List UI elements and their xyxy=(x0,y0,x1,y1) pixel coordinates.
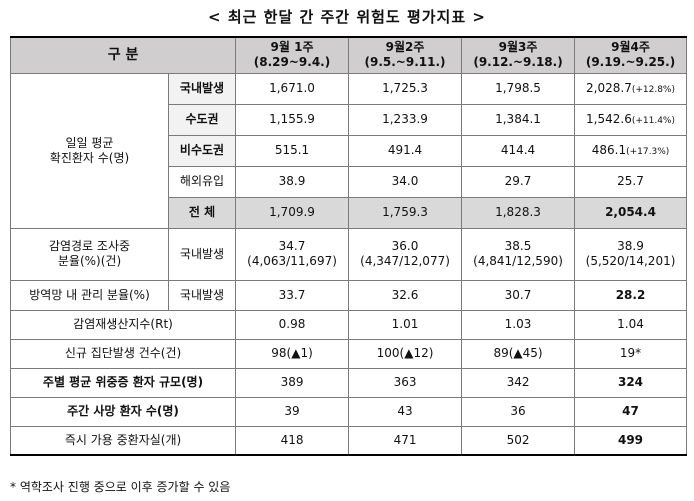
table-title: < 최근 한달 간 주간 위험도 평가지표 > xyxy=(208,8,486,26)
row-label: 주별 평균 위중증 환자 규모(명) xyxy=(9,367,237,398)
cell: 34.0 xyxy=(348,165,463,198)
cell: 100(▲12) xyxy=(348,338,463,369)
cell: 38.9 (5,520/14,201) xyxy=(574,227,688,281)
cell: 39 xyxy=(235,396,350,427)
row-label: 주간 사망 환자 수(명) xyxy=(9,396,237,427)
group-confirmed-label: 일일 평균 확진환자 수(명) xyxy=(10,72,169,229)
table-row: 즉시 가용 중환자실(개) 418 471 502 499 xyxy=(9,425,688,456)
cell: 1,542.6(+11.4%) xyxy=(574,103,688,136)
table-row: 주별 평균 위중증 환자 규모(명) 389 363 342 324 xyxy=(9,367,688,398)
table-row: 전 체 1,709.9 1,759.3 1,828.3 2,054.4 xyxy=(11,196,688,229)
cell: 324 xyxy=(574,367,688,398)
cell: 2,054.4 xyxy=(574,196,688,229)
cell: 47 xyxy=(574,396,688,427)
cell: 1,671.0 xyxy=(235,72,350,105)
table-row: 방역망 내 관리 분율(%) 국내발생 33.7 32.6 30.7 28.2 xyxy=(10,279,688,311)
cell: 471 xyxy=(348,425,463,456)
row-label: 수도권 xyxy=(167,103,237,136)
table-row: 신규 집단발생 건수(건) 98(▲1) 100(▲12) 89(▲45) 19… xyxy=(9,338,688,369)
cell: 342 xyxy=(461,367,576,398)
cell: 43 xyxy=(348,396,463,427)
cell: 418 xyxy=(235,425,350,456)
cell: 1,709.9 xyxy=(235,196,350,229)
cell: 98(▲1) xyxy=(235,338,350,369)
header-row: 구 분 9월 1주 (8.29~9.4.) 9월2주 (9.5.~9.11.) 9월… xyxy=(9,36,688,74)
cell: 1.01 xyxy=(348,309,463,340)
table-row: 주간 사망 환자 수(명) 39 43 36 47 xyxy=(9,396,688,427)
cell: 1.03 xyxy=(461,309,576,340)
header-week-1: 9월 1주 (8.29~9.4.) xyxy=(235,36,350,74)
table-row: 일일 평균 확진환자 수(명) 국내발생 1,671.0 1,725.3 1,79… xyxy=(10,72,688,229)
cell: 1.04 xyxy=(574,309,688,340)
row-label: 즉시 가용 중환자실(개) xyxy=(9,425,237,456)
header-week-2: 9월2주 (9.5.~9.11.) xyxy=(348,36,463,74)
cell: 1,759.3 xyxy=(348,196,463,229)
row-label: 국내발생 xyxy=(167,72,237,105)
cell: 1,798.5 xyxy=(461,72,576,105)
cell: 89(▲45) xyxy=(461,338,576,369)
cell: 1,384.1 xyxy=(461,103,576,136)
header-week-4: 9월4주 (9.19.~9.25.) xyxy=(574,36,688,74)
cell: 502 xyxy=(461,425,576,456)
cell: 1,828.3 xyxy=(461,196,576,229)
cell: 36 xyxy=(461,396,576,427)
cell: 499 xyxy=(574,425,688,456)
table-row: 해외유입 38.9 34.0 29.7 25.7 xyxy=(11,165,688,198)
header-label: 구 분 xyxy=(9,36,237,74)
cell: 38.9 xyxy=(235,165,350,198)
cell: 28.2 xyxy=(574,279,688,311)
cell: 389 xyxy=(235,367,350,398)
row-sublabel: 국내발생 xyxy=(167,279,237,311)
row-label: 방역망 내 관리 분율(%) xyxy=(10,279,169,311)
row-label: 해외유입 xyxy=(167,165,237,198)
cell: 19* xyxy=(574,338,688,369)
cell: 32.6 xyxy=(348,279,463,311)
cell: 25.7 xyxy=(574,165,688,198)
row-label: 비수도권 xyxy=(167,134,237,167)
table-row: 비수도권 515.1 491.4 414.4 486.1(+17.3%) xyxy=(11,134,688,167)
table-row: 수도권 1,155.9 1,233.9 1,384.1 1,542.6(+11.… xyxy=(11,103,688,136)
cell: 1,725.3 xyxy=(348,72,463,105)
header-week-3: 9월3주 (9.12.~9.18.) xyxy=(461,36,576,74)
cell: 1,233.9 xyxy=(348,103,463,136)
cell: 2,028.7(+12.8%) xyxy=(574,72,688,105)
cell: 34.7 (4,063/11,697) xyxy=(235,227,350,281)
cell: 29.7 xyxy=(461,165,576,198)
cell: 33.7 xyxy=(235,279,350,311)
table-row: 감염재생산지수(Rt) 0.98 1.01 1.03 1.04 xyxy=(9,309,688,340)
row-sublabel: 국내발생 xyxy=(167,227,237,281)
table-row: 감염경로 조사중 분율(%)(건) 국내발생 34.7 (4,063/11,697)… xyxy=(10,227,688,281)
row-label: 감염재생산지수(Rt) xyxy=(9,309,237,340)
cell: 0.98 xyxy=(235,309,350,340)
row-label: 신규 집단발생 건수(건) xyxy=(9,338,237,369)
footnote: * 역학조사 진행 중으로 이후 증가할 수 있음 xyxy=(10,480,231,494)
row-label: 감염경로 조사중 분율(%)(건) xyxy=(10,227,169,281)
cell: 30.7 xyxy=(461,279,576,311)
cell: 515.1 xyxy=(235,134,350,167)
row-label: 전 체 xyxy=(167,196,237,229)
cell: 491.4 xyxy=(348,134,463,167)
cell: 486.1(+17.3%) xyxy=(574,134,688,167)
risk-indicator-table: 구 분 9월 1주 (8.29~9.4.) 9월2주 (9.5.~9.11.) 9월… xyxy=(9,36,688,456)
cell: 36.0 (4,347/12,077) xyxy=(348,227,463,281)
cell: 414.4 xyxy=(461,134,576,167)
cell: 363 xyxy=(348,367,463,398)
cell: 1,155.9 xyxy=(235,103,350,136)
cell: 38.5 (4,841/12,590) xyxy=(461,227,576,281)
